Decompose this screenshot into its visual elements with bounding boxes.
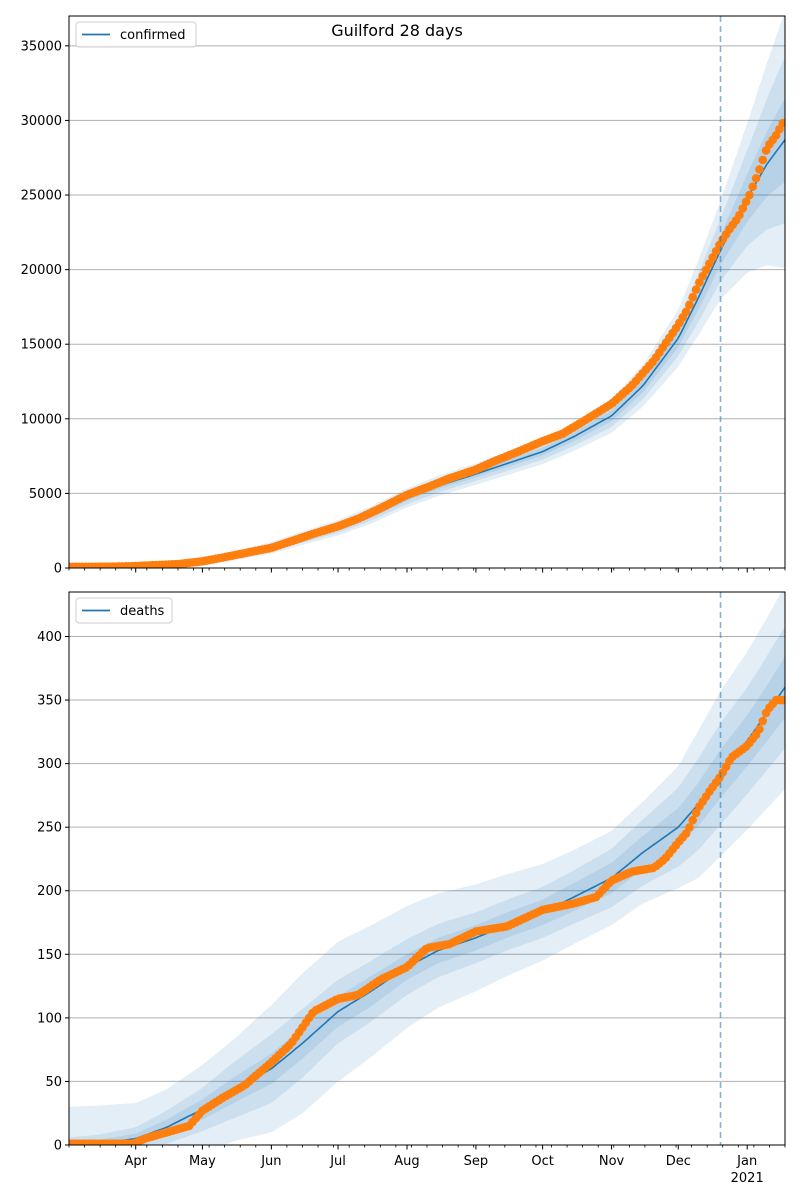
observed-point	[691, 808, 701, 818]
figure-title: Guilford 28 days	[331, 21, 463, 40]
x-tick-label: Jun	[260, 1154, 281, 1169]
observed-series	[69, 695, 785, 1145]
y-tick-label: 0	[54, 562, 62, 577]
y-tick-label: 200	[37, 884, 62, 899]
observed-point	[691, 285, 701, 294]
y-tick-label: 35000	[21, 39, 62, 54]
x-tick-label: Nov	[599, 1154, 625, 1169]
y-tick-label: 20000	[21, 263, 62, 278]
x-tick-label: May	[189, 1154, 216, 1169]
observed-point	[685, 300, 694, 310]
y-tick-label: 150	[37, 948, 62, 963]
x-tick-label: Jan	[736, 1154, 757, 1169]
observed-point	[741, 197, 751, 207]
model-line	[69, 686, 785, 1145]
y-tick-label: 30000	[21, 114, 62, 129]
y-tick-label: 10000	[21, 412, 62, 427]
observed-point	[685, 823, 694, 832]
y-tick-label: 0	[54, 1139, 62, 1154]
legend-label: deaths	[120, 604, 165, 619]
y-tick-label: 400	[37, 630, 62, 645]
confirmed-panel: 0 5000 10000 15000 20000 25000 30000 35000 confi…	[21, 15, 786, 577]
y-tick-label: 100	[37, 1011, 62, 1026]
x-tick-label: Jul	[329, 1154, 346, 1169]
y-tick-label: 50	[45, 1075, 62, 1090]
legend-box	[75, 21, 197, 48]
uncertainty-band	[69, 626, 785, 1145]
observed-point	[778, 118, 785, 128]
observed-point	[748, 182, 758, 191]
legend-label: confirmed	[120, 28, 186, 43]
observed-series	[69, 118, 785, 568]
x-tick-label: Dec	[666, 1154, 691, 1169]
y-tick-label: 350	[37, 694, 62, 709]
observed-point	[681, 307, 691, 317]
y-tick-label: 5000	[29, 487, 62, 502]
observed-point	[738, 204, 748, 213]
observed-point	[745, 190, 754, 200]
legend-box	[75, 597, 173, 624]
y-tick-label: 15000	[21, 338, 62, 353]
observed-point	[755, 724, 764, 734]
observed-point	[778, 695, 785, 705]
x-tick-label: Aug	[394, 1154, 419, 1169]
plot-area	[69, 16, 785, 568]
observed-point	[688, 292, 698, 302]
observed-point	[688, 815, 698, 825]
observed-point	[758, 155, 768, 165]
deaths-panel: 0 50 100 150 200 250 300 350 400 Apr May Jun Jul Aug S…	[37, 591, 786, 1186]
observed-point	[758, 716, 768, 726]
observed-point	[755, 165, 764, 174]
y-tick-label: 300	[37, 757, 62, 772]
x-tick-label: Oct	[531, 1154, 553, 1169]
uncertainty-band	[69, 16, 785, 568]
y-tick-label: 25000	[21, 189, 62, 204]
y-tick-label: 250	[37, 821, 62, 836]
x-tick-sublabel: 2021	[731, 1171, 764, 1186]
plot-area	[69, 592, 785, 1145]
observed-point	[735, 210, 744, 220]
x-tick-label: Sep	[464, 1154, 489, 1169]
x-tick-label: Apr	[124, 1154, 147, 1169]
observed-point	[751, 173, 761, 183]
